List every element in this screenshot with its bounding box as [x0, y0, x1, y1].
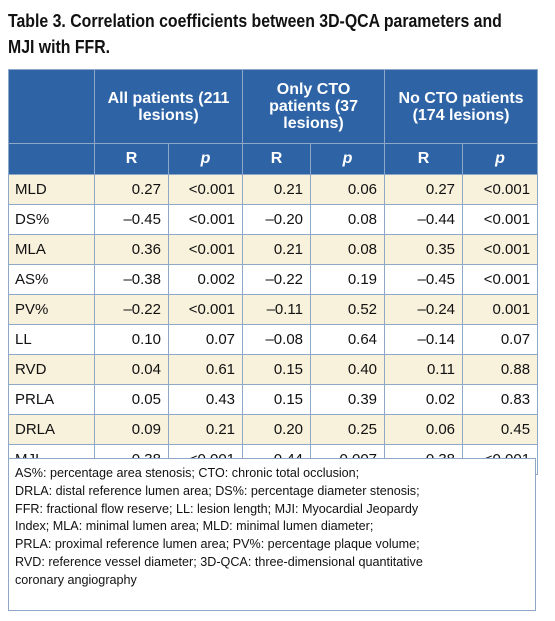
cell-cto-r: 0.21 — [242, 174, 312, 205]
header-all-patients: All patients (211 lesions) — [93, 69, 244, 144]
subheader-p: p — [310, 143, 386, 175]
cell-all-p: 0.61 — [167, 354, 244, 385]
cell-cto-r: 0.20 — [242, 414, 312, 445]
cell-cto-p: 0.52 — [310, 294, 386, 325]
subheader-p: p — [167, 143, 244, 175]
cell-cto-p: 0.19 — [310, 264, 386, 295]
param-cell: MLA — [8, 234, 95, 265]
cell-nocto-p: <0.001 — [462, 174, 539, 205]
cell-cto-p: 0.40 — [310, 354, 386, 385]
cell-nocto-r: –0.44 — [384, 204, 464, 235]
table-title-line-1: Table 3. Correlation coefficients betwee… — [8, 11, 502, 31]
cell-all-r: 0.05 — [94, 384, 169, 415]
cell-nocto-p: 0.83 — [462, 384, 539, 415]
subheader-blank — [8, 143, 95, 175]
footnote-line: PRLA: proximal reference lumen area; PV%… — [15, 537, 420, 552]
param-cell: RVD — [8, 354, 95, 385]
subheader-p: p — [462, 143, 539, 175]
param-header-cell — [8, 69, 95, 144]
cell-nocto-r: –0.24 — [384, 294, 464, 325]
table-title: Table 3. Correlation coefficients betwee… — [8, 8, 502, 60]
cell-all-p: <0.001 — [167, 234, 244, 265]
cell-all-p: <0.001 — [167, 204, 244, 235]
cell-nocto-p: <0.001 — [462, 264, 539, 295]
table-row: PV% –0.22 <0.001 –0.11 0.52 –0.24 0.001 — [8, 294, 539, 325]
cell-all-p: <0.001 — [167, 174, 244, 205]
table-row: RVD 0.04 0.61 0.15 0.40 0.11 0.88 — [8, 354, 539, 385]
subheader-r: R — [242, 143, 312, 175]
cell-cto-r: 0.21 — [242, 234, 312, 265]
header-only-cto: Only CTO patients (37 lesions) — [242, 69, 386, 144]
cell-cto-p: 0.39 — [310, 384, 386, 415]
header-no-cto: No CTO patients (174 lesions) — [384, 69, 539, 144]
table-row: PRLA 0.05 0.43 0.15 0.39 0.02 0.83 — [8, 384, 539, 415]
cell-nocto-p: 0.45 — [462, 414, 539, 445]
cell-cto-r: –0.08 — [242, 324, 312, 355]
param-cell: PV% — [8, 294, 95, 325]
footnote-line: FFR: fractional flow reserve; LL: lesion… — [15, 501, 419, 516]
table-body: MLD 0.27 <0.001 0.21 0.06 0.27 <0.001 DS… — [8, 174, 539, 475]
table-footnote: AS%: percentage area stenosis; CTO: chro… — [8, 458, 536, 611]
cell-nocto-r: 0.02 — [384, 384, 464, 415]
cell-nocto-p: <0.001 — [462, 234, 539, 265]
cell-all-r: –0.38 — [94, 264, 169, 295]
cell-cto-r: 0.15 — [242, 354, 312, 385]
cell-nocto-p: 0.001 — [462, 294, 539, 325]
cell-all-p: <0.001 — [167, 294, 244, 325]
cell-cto-p: 0.08 — [310, 204, 386, 235]
param-cell: MLD — [8, 174, 95, 205]
cell-all-p: 0.21 — [167, 414, 244, 445]
table-title-line-2: MJI with FFR. — [8, 37, 111, 57]
cell-cto-r: –0.11 — [242, 294, 312, 325]
table-row: DS% –0.45 <0.001 –0.20 0.08 –0.44 <0.001 — [8, 204, 539, 235]
cell-all-r: –0.22 — [94, 294, 169, 325]
cell-nocto-p: <0.001 — [462, 204, 539, 235]
cell-cto-p: 0.06 — [310, 174, 386, 205]
footnote-line: Index; MLA: minimal lumen area; MLD: min… — [15, 519, 374, 534]
cell-all-r: 0.09 — [94, 414, 169, 445]
param-cell: DRLA — [8, 414, 95, 445]
param-cell: PRLA — [8, 384, 95, 415]
cell-nocto-r: 0.11 — [384, 354, 464, 385]
cell-all-p: 0.07 — [167, 324, 244, 355]
table-row: DRLA 0.09 0.21 0.20 0.25 0.06 0.45 — [8, 414, 539, 445]
cell-nocto-r: 0.27 — [384, 174, 464, 205]
cell-cto-p: 0.08 — [310, 234, 386, 265]
footnote-line: DRLA: distal reference lumen area; DS%: … — [15, 483, 420, 498]
cell-cto-r: –0.20 — [242, 204, 312, 235]
table-row: MLD 0.27 <0.001 0.21 0.06 0.27 <0.001 — [8, 174, 539, 205]
cell-all-p: 0.43 — [167, 384, 244, 415]
cell-all-r: 0.04 — [94, 354, 169, 385]
cell-cto-r: –0.22 — [242, 264, 312, 295]
cell-all-r: –0.45 — [94, 204, 169, 235]
cell-nocto-r: –0.45 — [384, 264, 464, 295]
table-row: LL 0.10 0.07 –0.08 0.64 –0.14 0.07 — [8, 324, 539, 355]
cell-nocto-r: 0.06 — [384, 414, 464, 445]
subheader-r: R — [384, 143, 464, 175]
param-cell: AS% — [8, 264, 95, 295]
cell-cto-p: 0.25 — [310, 414, 386, 445]
correlation-table: All patients (211 lesions) Only CTO pati… — [8, 69, 539, 475]
cell-all-p: 0.002 — [167, 264, 244, 295]
param-cell: LL — [8, 324, 95, 355]
table-row: MLA 0.36 <0.001 0.21 0.08 0.35 <0.001 — [8, 234, 539, 265]
table-row: AS% –0.38 0.002 –0.22 0.19 –0.45 <0.001 — [8, 264, 539, 295]
footnote-line: RVD: reference vessel diameter; 3D-QCA: … — [15, 554, 423, 569]
cell-cto-p: 0.64 — [310, 324, 386, 355]
cell-all-r: 0.27 — [94, 174, 169, 205]
cell-cto-r: 0.15 — [242, 384, 312, 415]
cell-nocto-p: 0.88 — [462, 354, 539, 385]
param-cell: DS% — [8, 204, 95, 235]
footnote-line: AS%: percentage area stenosis; CTO: chro… — [15, 466, 360, 480]
subheader-r: R — [94, 143, 169, 175]
group-header-row: All patients (211 lesions) Only CTO pati… — [8, 69, 539, 144]
footnote-line: coronary angiography — [15, 572, 137, 587]
cell-all-r: 0.36 — [94, 234, 169, 265]
subheader-row: R p R p R p — [8, 143, 539, 175]
cell-nocto-r: –0.14 — [384, 324, 464, 355]
cell-nocto-p: 0.07 — [462, 324, 539, 355]
cell-nocto-r: 0.35 — [384, 234, 464, 265]
cell-all-r: 0.10 — [94, 324, 169, 355]
